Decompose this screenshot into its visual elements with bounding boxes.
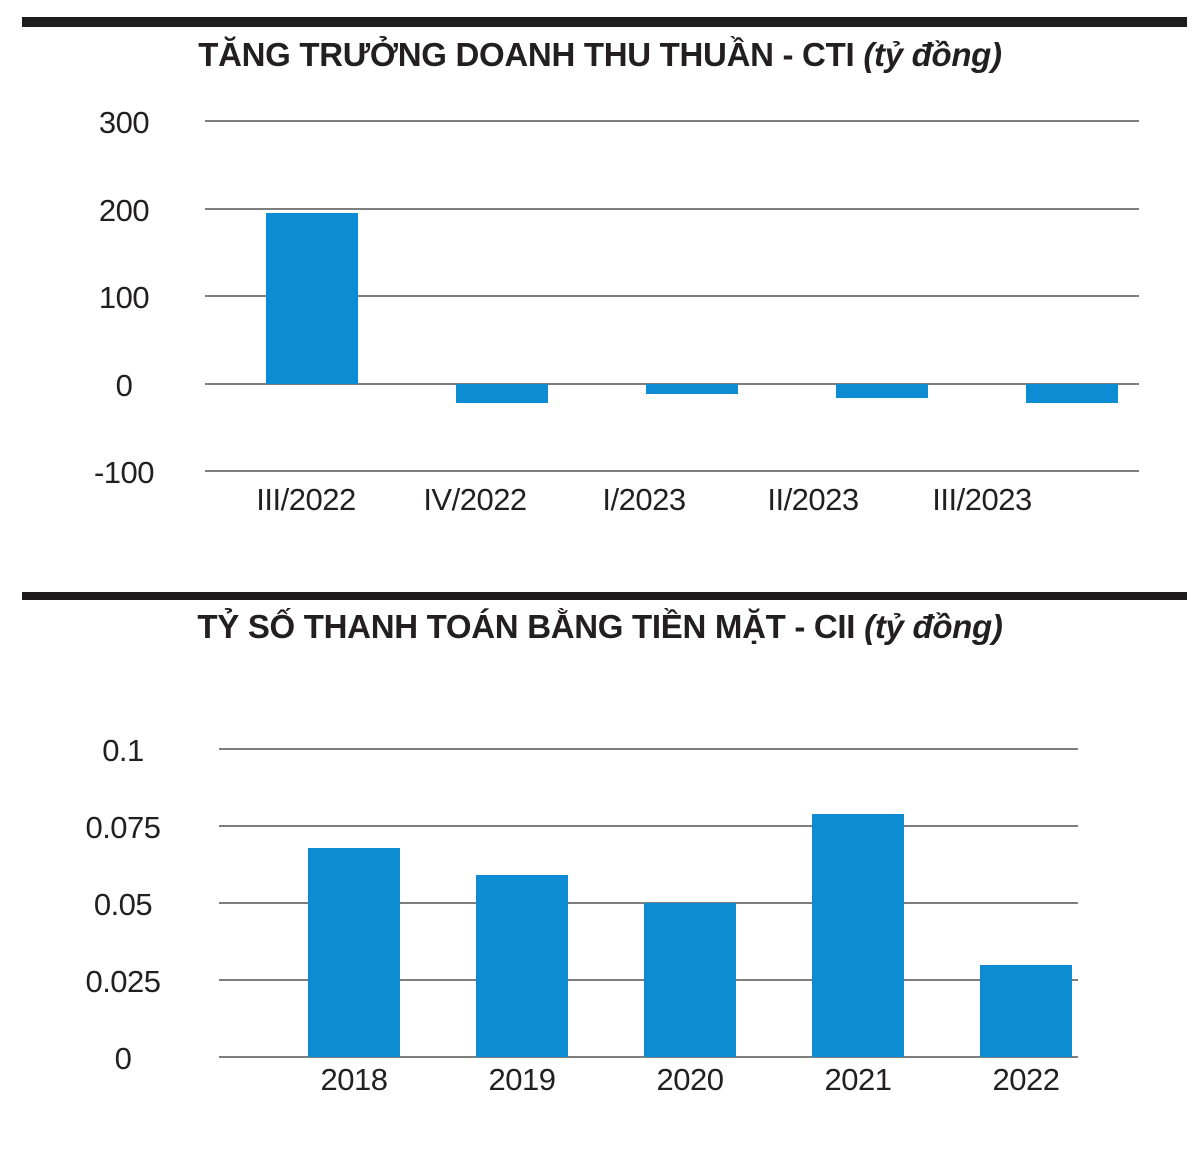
x-tick-label: 2021 [824, 1062, 892, 1097]
chart2-title: TỶ SỐ THANH TOÁN BẰNG TIỀN MẶT - CII (tỷ … [0, 605, 1200, 649]
gridline [205, 295, 1139, 297]
bar-2018 [308, 847, 400, 1057]
gridline [205, 120, 1139, 122]
chart1-title-unit: (tỷ đồng) [863, 36, 1002, 73]
y-tick-label: 300 [98, 105, 150, 140]
chart2-title-text: TỶ SỐ THANH TOÁN BẰNG TIỀN MẶT - CII [197, 608, 856, 645]
bar-2021 [812, 813, 904, 1057]
x-tick-label: 2020 [656, 1062, 724, 1097]
y-tick-label: 0.1 [102, 733, 144, 768]
chart1-title: TĂNG TRƯỞNG DOANH THU THUẦN - CTI (tỷ đồn… [0, 33, 1200, 77]
bar-III/2023 [1026, 383, 1119, 403]
top-divider-bar [22, 17, 1187, 27]
y-tick-label: 0 [114, 1041, 132, 1076]
bar-2020 [644, 903, 736, 1057]
bar-IV/2022 [455, 383, 548, 403]
x-tick-label: 2022 [992, 1062, 1060, 1097]
x-tick-label: I/2023 [602, 482, 686, 517]
x-tick-label: IV/2022 [423, 482, 527, 517]
gridline [219, 902, 1078, 904]
bar-I/2023 [646, 383, 738, 394]
y-tick-label: 100 [98, 280, 150, 315]
x-tick-label: II/2023 [767, 482, 859, 517]
y-tick-label: -100 [93, 455, 155, 490]
gridline [219, 748, 1078, 750]
y-tick-label: 200 [98, 192, 150, 228]
bar-III/2022 [265, 212, 358, 384]
y-tick-label: 0.05 [93, 887, 153, 922]
chart1-title-text: TĂNG TRƯỞNG DOANH THU THUẦN - CTI [198, 36, 855, 73]
chart2-title-unit: (tỷ đồng) [864, 608, 1003, 645]
y-tick-label: 0.025 [85, 964, 161, 999]
gridline [205, 382, 1139, 385]
bar-2022 [980, 964, 1072, 1057]
middle-divider-bar [22, 592, 1187, 600]
gridline [205, 207, 1139, 210]
gridline [219, 1056, 1078, 1058]
gridline [219, 979, 1078, 981]
gridline [219, 825, 1078, 827]
bar-II/2023 [836, 383, 929, 399]
y-tick-label: 0 [115, 367, 133, 403]
x-tick-label: III/2022 [256, 482, 356, 517]
gridline [205, 470, 1139, 472]
y-tick-label: 0.075 [85, 810, 161, 845]
x-tick-label: 2018 [320, 1062, 388, 1097]
bar-2019 [476, 875, 568, 1057]
x-tick-label: III/2023 [932, 482, 1032, 517]
x-tick-label: 2019 [488, 1062, 556, 1097]
